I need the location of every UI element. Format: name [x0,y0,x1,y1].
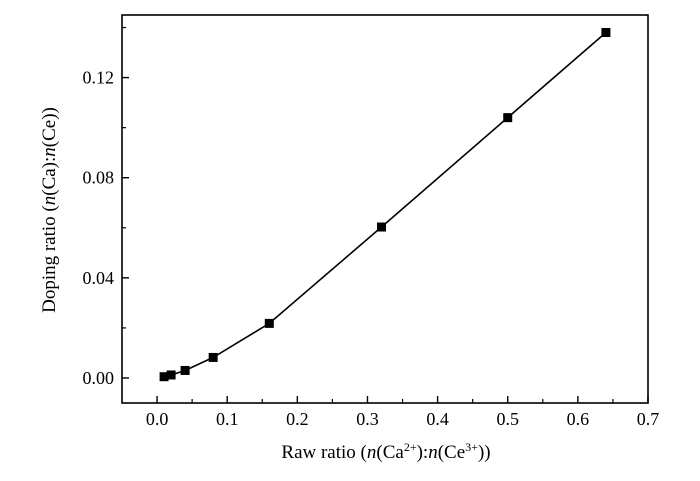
data-point [503,113,513,123]
x-axis-label: Raw ratio (n(Ca2+):n(Ce3+)) [281,440,490,463]
y-tick-label: 0.04 [83,268,115,288]
plot-frame [121,14,649,404]
data-point [601,28,611,38]
x-tick-label: 0.2 [286,409,309,429]
y-tick-label: 0.12 [83,68,115,88]
x-tick-label: 0.5 [496,409,519,429]
data-point [159,372,169,382]
data-point [208,352,218,362]
data-series [159,28,611,382]
data-point [180,365,190,375]
data-point [376,222,386,232]
y-tick-label: 0.08 [83,168,115,188]
x-tick-label: 0.3 [356,409,379,429]
x-tick-label: 0.1 [216,409,239,429]
y-axis-label: Doping ratio (n(Ca):n(Ce)) [39,107,60,313]
x-tick-label: 0.7 [637,409,660,429]
data-point [166,370,176,380]
plot-area: 0.0 0.1 0.2 0.3 0.4 0.5 0.6 0.7 0.00 0.04 0.08 0.12 [83,14,660,429]
x-tick-label: 0.0 [146,409,169,429]
x-tick-label: 0.6 [567,409,590,429]
series-line [163,31,607,378]
data-point [264,318,274,328]
y-tick-label: 0.00 [83,368,115,388]
x-tick-label: 0.4 [426,409,449,429]
